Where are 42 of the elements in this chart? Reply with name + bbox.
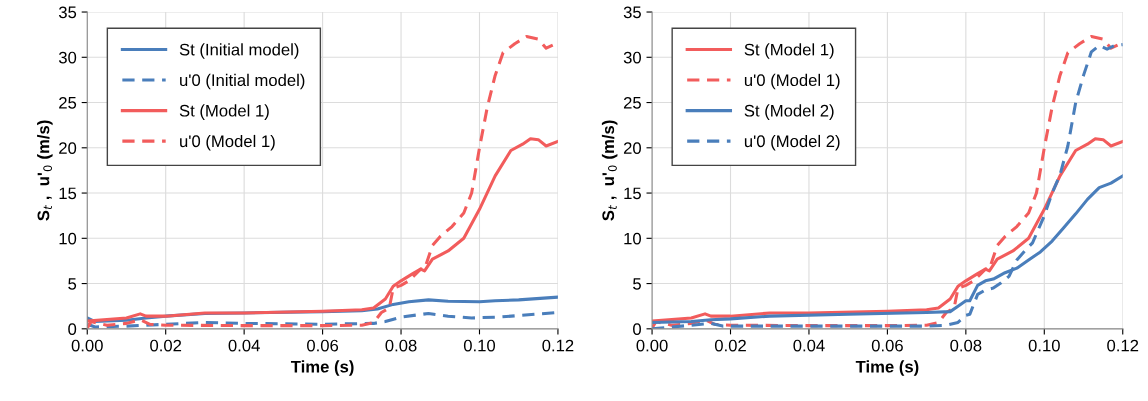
- x-tick-label: 0.02: [714, 339, 746, 352]
- x-tick-label: 0.12: [1107, 339, 1139, 352]
- y-tick-label: 30: [623, 51, 641, 64]
- x-tick-label: 0.10: [1028, 339, 1060, 352]
- x-tick-label: 0.00: [71, 339, 103, 352]
- x-tick-label: 0.12: [542, 339, 574, 352]
- x-tick-label: 0.06: [871, 339, 903, 352]
- legend-label: St (Model 1): [179, 104, 269, 120]
- y-axis-title: S$_{t}$ , u'$_{0}$ (m/s): [601, 120, 618, 221]
- y-tick-label: 20: [623, 142, 641, 154]
- legend-label: St (Model 1): [744, 43, 834, 59]
- y-tick-label: 0: [633, 323, 641, 336]
- y-tick-label: 15: [59, 187, 77, 200]
- x-tick-label: 0.10: [463, 339, 496, 352]
- x-tick-label: 0.06: [307, 339, 339, 352]
- y-tick-label: 10: [59, 232, 77, 245]
- legend-label: St (Initial model): [179, 43, 299, 59]
- y-tick-label: 0: [68, 323, 77, 336]
- x-tick-label: 0.04: [793, 339, 825, 352]
- y-tick-label: 5: [633, 278, 641, 290]
- y-tick-label: 25: [623, 96, 641, 109]
- x-tick-label: 0.08: [950, 339, 982, 352]
- legend-label: St (Model 2): [744, 104, 834, 120]
- y-tick-label: 15: [624, 187, 641, 200]
- x-tick-label: 0.04: [228, 339, 260, 352]
- y-tick-label: 35: [58, 6, 77, 19]
- legend-label: u'0 (Initial model): [180, 73, 305, 90]
- y-axis-title: S$_{t}$ , u'$_{0}$ (m/s): [37, 120, 53, 221]
- x-axis-title: Time (s): [855, 360, 919, 376]
- x-tick-label: 0.00: [636, 339, 668, 352]
- y-tick-label: 20: [59, 142, 77, 154]
- x-tick-label: 0.08: [385, 339, 417, 352]
- legend-label: u'0 (Model 1): [744, 73, 840, 90]
- legend-label: u'0 (Model 1): [180, 134, 275, 151]
- y-tick-label: 30: [58, 51, 77, 64]
- y-tick-label: 10: [624, 232, 641, 245]
- legend-label: u'0 (Model 2): [744, 134, 840, 151]
- y-tick-label: 5: [68, 278, 77, 290]
- y-tick-label: 35: [623, 6, 641, 19]
- x-axis-title: Time (s): [290, 360, 354, 376]
- y-tick-label: 25: [59, 96, 77, 109]
- x-tick-label: 0.02: [150, 339, 182, 352]
